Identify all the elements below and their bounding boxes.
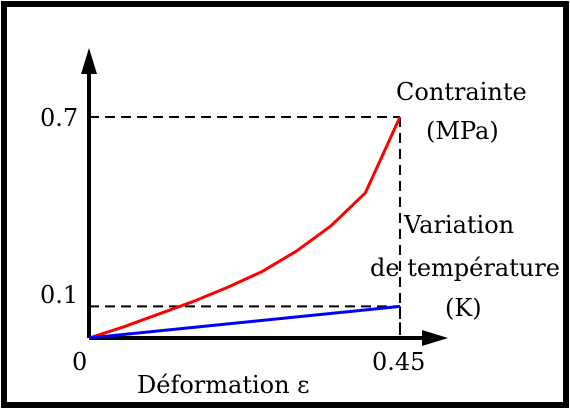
series-label-temperature-line-3: (K) <box>445 294 482 322</box>
x-axis-arrowhead <box>422 330 448 346</box>
x-axis-label: Déformation ε <box>137 371 310 399</box>
series-line-temperature <box>88 304 401 340</box>
tick-labels: 0 0.45 0.1 0.7 <box>40 104 425 376</box>
series-layer <box>88 116 402 340</box>
series-label-temperature-line-1: Variation <box>403 211 514 239</box>
series-line-contrainte <box>88 116 402 340</box>
y-tick-label-0.1: 0.1 <box>40 281 78 309</box>
series-labels: Contrainte (MPa) Variation de températur… <box>370 78 560 322</box>
y-tick-label-0.7: 0.7 <box>40 104 78 132</box>
series-label-temperature-line-2: de température <box>370 254 560 282</box>
x-tick-label-0.45: 0.45 <box>372 348 425 376</box>
x-tick-label-0: 0 <box>72 348 87 376</box>
series-label-stress-line-1: Contrainte <box>396 78 527 106</box>
y-axis-arrowhead <box>81 48 97 74</box>
reference-lines <box>89 116 401 338</box>
series-label-stress-line-2: (MPa) <box>426 117 499 145</box>
